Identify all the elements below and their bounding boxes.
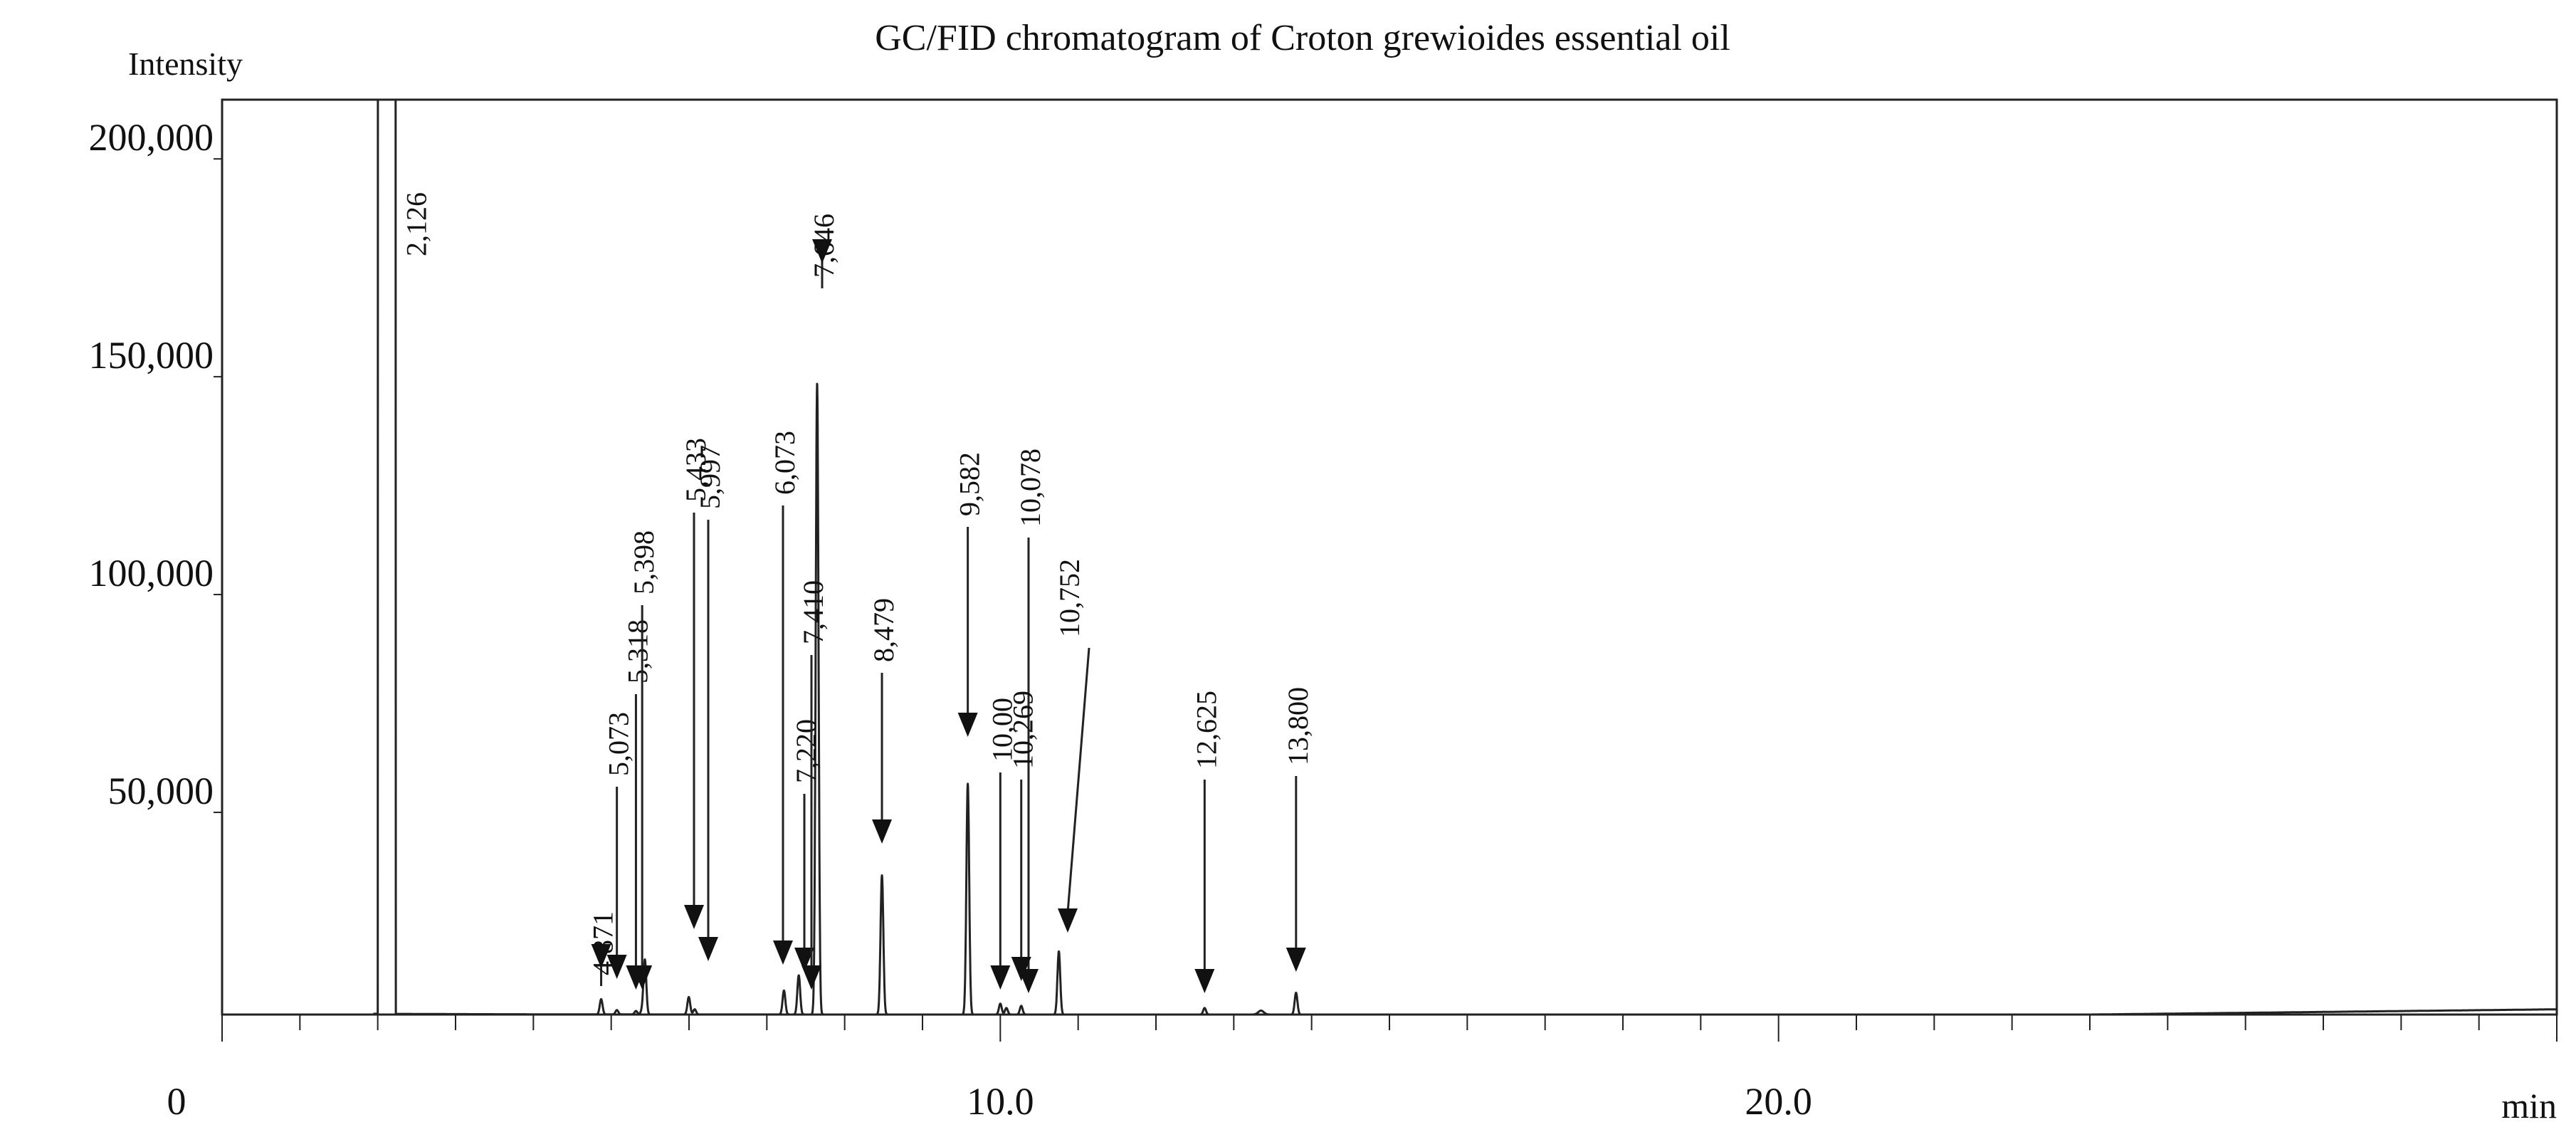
peak-arrow xyxy=(1058,908,1078,933)
peak-label: 13,800 xyxy=(1282,687,1314,765)
x-tick-label: 20.0 xyxy=(1745,1080,1812,1123)
peak-arrow xyxy=(606,955,627,979)
peak-annotation: 12,625 xyxy=(1190,691,1222,993)
peak-annotation: 7,220 xyxy=(790,719,822,972)
y-axis-ticks: 200,000 150,000 100,000 50,000 xyxy=(89,116,222,814)
peak-label: 9,582 xyxy=(954,452,986,516)
y-tick-label: 100,000 xyxy=(89,552,214,594)
peak-annotation: 5,318 xyxy=(621,619,653,990)
peak-annotation: 8,479 xyxy=(868,598,900,844)
peak-label: 7,410 xyxy=(797,580,829,644)
peak-label: 7,220 xyxy=(790,719,822,783)
peak-arrow xyxy=(812,239,832,263)
peak-label: 10,269 xyxy=(1007,691,1039,769)
peak-annotation: 10,078 xyxy=(1014,449,1046,993)
chart-title: GC/FID chromatogram of Croton grewioides… xyxy=(875,18,1730,58)
peak-annotation: 6,073 xyxy=(769,431,801,965)
peak-label: 2,126 xyxy=(400,192,432,256)
peak-annotation: 10,752 xyxy=(1053,559,1090,933)
peak-label: 10,752 xyxy=(1053,559,1085,637)
peak-annotation: 9,582 xyxy=(954,452,986,737)
peak-arrow xyxy=(684,905,704,929)
peak-annotation: 5,997 xyxy=(694,445,726,961)
peak-label: 10,078 xyxy=(1014,449,1046,527)
x-axis-ticks: 0 10.0 20.0 xyxy=(167,1015,2557,1123)
peak-arrow xyxy=(794,948,814,972)
y-tick-label: 50,000 xyxy=(108,770,214,812)
peak-annotation: 13,800 xyxy=(1282,687,1314,972)
x-axis-label: min xyxy=(2501,1086,2557,1126)
peak-label: 5,318 xyxy=(621,619,653,683)
y-tick-label: 150,000 xyxy=(89,334,214,377)
peak-annotation: 7,646 xyxy=(808,214,840,288)
peak-annotation: 10,269 xyxy=(1007,691,1039,981)
peak-arrow xyxy=(872,819,893,844)
peak-label: 5,073 xyxy=(603,712,635,776)
peak-label: 5,398 xyxy=(628,530,660,594)
peak-annotation: 10,00 xyxy=(986,698,1018,990)
peak-arrow xyxy=(1286,948,1306,972)
peak-label: 7,646 xyxy=(808,214,840,278)
chromatogram-trace xyxy=(221,98,2558,1016)
peak-annotation: 4,871 xyxy=(587,911,619,986)
peak-arrow xyxy=(632,965,653,990)
peak-label: 10,00 xyxy=(986,698,1018,762)
peak-arrow xyxy=(801,965,821,990)
peak-arrow xyxy=(1194,969,1215,993)
peak-arrow xyxy=(957,713,978,737)
y-axis-label: Intensity xyxy=(128,46,243,82)
y-tick-label: 200,000 xyxy=(89,116,214,159)
peak-label: 5,433 xyxy=(680,438,712,502)
peak-label: 12,625 xyxy=(1190,691,1222,769)
plot-frame xyxy=(221,98,2558,1016)
peak-arrow xyxy=(591,944,611,968)
peak-annotation: 7,410 xyxy=(797,580,829,990)
peak-arrow xyxy=(773,940,793,965)
peak-label: 5,997 xyxy=(694,445,726,509)
peak-annotation: 2,126 xyxy=(400,192,432,256)
peak-label: 6,073 xyxy=(769,431,801,495)
peak-arrow xyxy=(990,965,1011,990)
peak-leader-line xyxy=(1066,647,1090,913)
peak-annotation: 5,073 xyxy=(603,712,635,979)
peak-annotation: 5,398 xyxy=(628,530,660,990)
peak-arrow xyxy=(698,937,718,961)
peak-label: 8,479 xyxy=(868,598,900,662)
peak-annotation: 5,433 xyxy=(680,438,712,929)
x-tick-label: 10.0 xyxy=(967,1080,1034,1123)
peak-arrow xyxy=(1011,957,1031,981)
x-tick-label: 0 xyxy=(167,1080,186,1123)
